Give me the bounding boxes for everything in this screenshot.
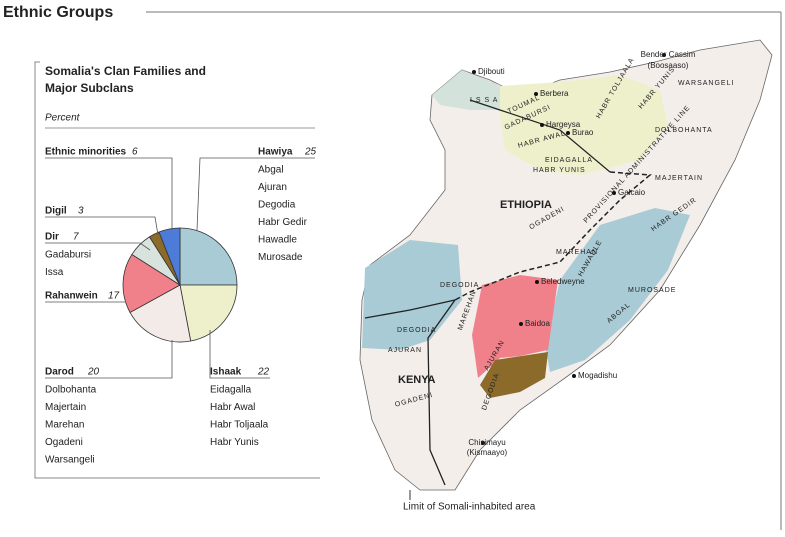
city-dot bbox=[572, 374, 576, 378]
map-label: KENYA bbox=[398, 374, 436, 386]
city-dot bbox=[566, 131, 570, 135]
map-label: (Boosaaso) bbox=[648, 61, 689, 70]
region-hawiya bbox=[545, 208, 690, 372]
map-label: Djibouti bbox=[478, 67, 505, 76]
subclan-label: Majertain bbox=[45, 402, 86, 413]
map: Djibouti Berbera Bender Cassim (Boosaaso) Wa… bbox=[359, 39, 773, 513]
pie-slice bbox=[158, 227, 181, 286]
map-label: Ajuran bbox=[388, 347, 422, 354]
leader-line bbox=[196, 157, 315, 231]
map-label: Dolbohanta bbox=[655, 127, 713, 134]
map-label: Burao bbox=[572, 128, 594, 137]
region-rahanwein bbox=[472, 275, 558, 378]
map-label: I S S A bbox=[470, 97, 498, 104]
border-kenya bbox=[364, 298, 457, 486]
map-label: Eidagalla bbox=[545, 157, 593, 164]
category-label: Rahanwein bbox=[45, 291, 98, 302]
map-label: Mogadishu bbox=[578, 371, 617, 380]
pie-slice bbox=[179, 284, 238, 342]
category-label: Hawiya bbox=[258, 147, 293, 158]
box-frame bbox=[34, 61, 320, 479]
city-dot bbox=[535, 280, 539, 284]
map-label: Habr Yunis bbox=[533, 167, 586, 174]
category-label: Ishaak bbox=[210, 367, 242, 378]
subclan-label: Habr Toljaala bbox=[210, 420, 269, 431]
value-label: 6 bbox=[132, 147, 138, 158]
region-digil bbox=[480, 352, 548, 398]
map-label: Murosade bbox=[628, 287, 676, 294]
value-label: 7 bbox=[73, 232, 79, 243]
subclan-label: Marehan bbox=[45, 420, 84, 431]
subclan-label: Habr Gedir bbox=[258, 217, 308, 228]
map-label: Chisimayu bbox=[468, 438, 505, 447]
city-dot bbox=[540, 123, 544, 127]
city-dot bbox=[612, 191, 616, 195]
map-label: Hargeysa bbox=[546, 120, 581, 129]
map-label: Bender Cassim bbox=[641, 50, 696, 59]
subclan-label: Warsangeli bbox=[45, 455, 95, 466]
map-label: Degodia bbox=[397, 327, 436, 334]
pie-subtitle: Percent bbox=[45, 113, 81, 124]
subclan-label: Abgal bbox=[258, 165, 284, 176]
somali-area bbox=[359, 39, 773, 491]
region-ishaak bbox=[500, 75, 668, 175]
leader-line bbox=[45, 242, 151, 251]
subclan-label: Habr Awal bbox=[210, 402, 255, 413]
pie-slice bbox=[179, 227, 238, 286]
subclan-label: Hawadle bbox=[258, 235, 297, 246]
city-dot bbox=[534, 92, 538, 96]
category-label: Digil bbox=[45, 206, 67, 217]
value-label: 3 bbox=[78, 206, 84, 217]
map-label: Berbera bbox=[540, 89, 569, 98]
leader-line bbox=[45, 157, 173, 230]
region-hawiya-west bbox=[362, 240, 462, 350]
region-dir bbox=[432, 70, 515, 110]
border-provisional bbox=[454, 171, 652, 301]
subclan-label: Habr Yunis bbox=[210, 437, 259, 448]
map-label: Baidoa bbox=[525, 319, 550, 328]
subclan-label: Issa bbox=[45, 267, 64, 278]
subclan-label: Ajuran bbox=[258, 182, 287, 193]
value-label: 25 bbox=[304, 147, 317, 158]
city-dot bbox=[472, 70, 476, 74]
map-label: Warsangeli bbox=[678, 80, 734, 87]
pie-slice bbox=[122, 253, 181, 314]
value-label: 20 bbox=[87, 367, 100, 378]
category-label: Darod bbox=[45, 367, 74, 378]
category-label: Dir bbox=[45, 232, 59, 243]
city-dot bbox=[662, 53, 666, 57]
category-label: Ethnic minorities bbox=[45, 147, 127, 158]
value-label: 17 bbox=[108, 291, 120, 302]
map-label: Beledweyne bbox=[541, 277, 585, 286]
map-label: Galcaio bbox=[618, 188, 646, 197]
subclan-label: Degodia bbox=[258, 200, 296, 211]
pie-title: Somalia's Clan Families and Major Subclan… bbox=[45, 64, 206, 95]
map-label: ETHIOPIA bbox=[500, 199, 552, 211]
map-label: Marehan bbox=[556, 249, 598, 256]
map-note: Limit of Somali-inhabited area bbox=[403, 502, 536, 513]
subclan-label: Eidagalla bbox=[210, 385, 252, 396]
subclan-label: Ogadeni bbox=[45, 437, 83, 448]
leader-line bbox=[45, 216, 159, 236]
border bbox=[469, 99, 611, 173]
subclan-label: Murosade bbox=[258, 252, 303, 263]
city-dot bbox=[481, 441, 485, 445]
pie-slice bbox=[129, 284, 192, 343]
value-label: 22 bbox=[257, 367, 270, 378]
city-dot bbox=[519, 322, 523, 326]
subclan-label: Gadabursi bbox=[45, 250, 91, 261]
page-title: Ethnic Groups bbox=[3, 4, 113, 21]
leader-line bbox=[45, 340, 173, 379]
map-label: Majertain bbox=[655, 175, 703, 182]
leader-line bbox=[209, 330, 270, 379]
subclan-label: Dolbohanta bbox=[45, 385, 97, 396]
map-label: (Kismaayo) bbox=[467, 448, 508, 457]
map-label: Degodia bbox=[440, 282, 479, 289]
